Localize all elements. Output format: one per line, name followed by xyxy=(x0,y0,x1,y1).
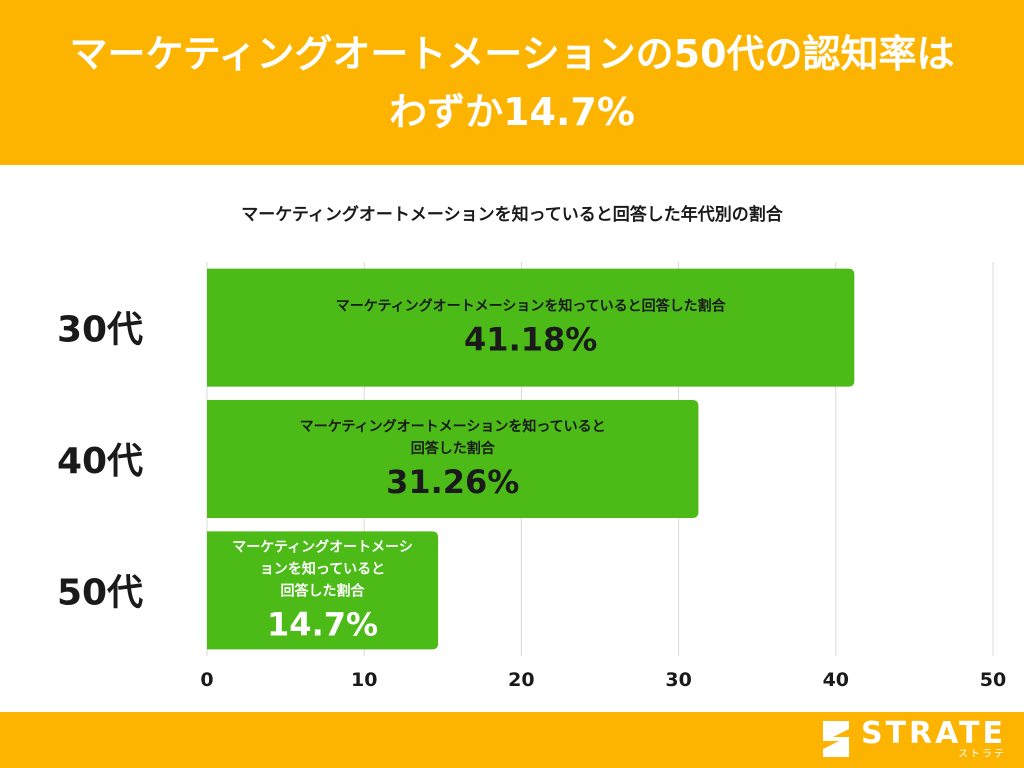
page-title-line2: わずか14.7% xyxy=(389,89,635,134)
bar-series-label-2-1: ョンを知っていると xyxy=(260,560,385,577)
footer-banner: STRATE ストラテ xyxy=(0,712,1024,768)
x-tick-label-40: 40 xyxy=(823,669,849,691)
bar-series-label-0-0: マーケティングオートメーションを知っていると回答した割合 xyxy=(336,298,727,315)
x-tick-label-30: 30 xyxy=(665,669,691,691)
chart-title: マーケティングオートメーションを知っていると回答した年代別の割合 xyxy=(241,205,783,225)
x-tick-label-50: 50 xyxy=(980,669,1006,691)
page-title: マーケティングオートメーションの50代の認知率は わずか14.7% xyxy=(27,25,997,141)
y-category-label-1: 40代 xyxy=(57,441,143,482)
header-banner: マーケティングオートメーションの50代の認知率は わずか14.7% xyxy=(0,0,1024,165)
bar-value-label-2: 14.7% xyxy=(267,605,378,643)
bar-value-label-1: 31.26% xyxy=(386,463,519,501)
bar-series-label-1-1: 回答した割合 xyxy=(411,440,496,457)
x-tick-label-20: 20 xyxy=(508,669,534,691)
bar-series-label-2-0: マーケティングオートメーシ xyxy=(232,538,413,555)
strate-logo-icon xyxy=(822,721,849,757)
bar-0 xyxy=(207,268,855,387)
bar-series-label-1-0: マーケティングオートメーションを知っていると xyxy=(300,418,606,435)
bar-2 xyxy=(207,531,439,650)
page-title-line1: マーケティングオートメーションの50代の認知率は xyxy=(69,31,955,76)
x-tick-label-10: 10 xyxy=(351,669,377,691)
logo-text: STRATE xyxy=(860,716,1006,751)
bar-series-label-2-2: 回答した割合 xyxy=(281,582,366,599)
y-category-label-2: 50代 xyxy=(57,572,143,613)
x-tick-label-0: 0 xyxy=(200,669,213,691)
y-category-label-0: 30代 xyxy=(57,310,143,351)
logo-subtext: ストラテ xyxy=(958,749,1006,760)
bar-1 xyxy=(207,400,699,518)
strate-logo: STRATE ストラテ xyxy=(819,718,1006,760)
bar-value-label-0: 41.18% xyxy=(464,321,597,359)
bar-chart: 0 10 20 30 40 5030代マーケティングオートメーションを知っていると回答した… xyxy=(57,262,1006,691)
